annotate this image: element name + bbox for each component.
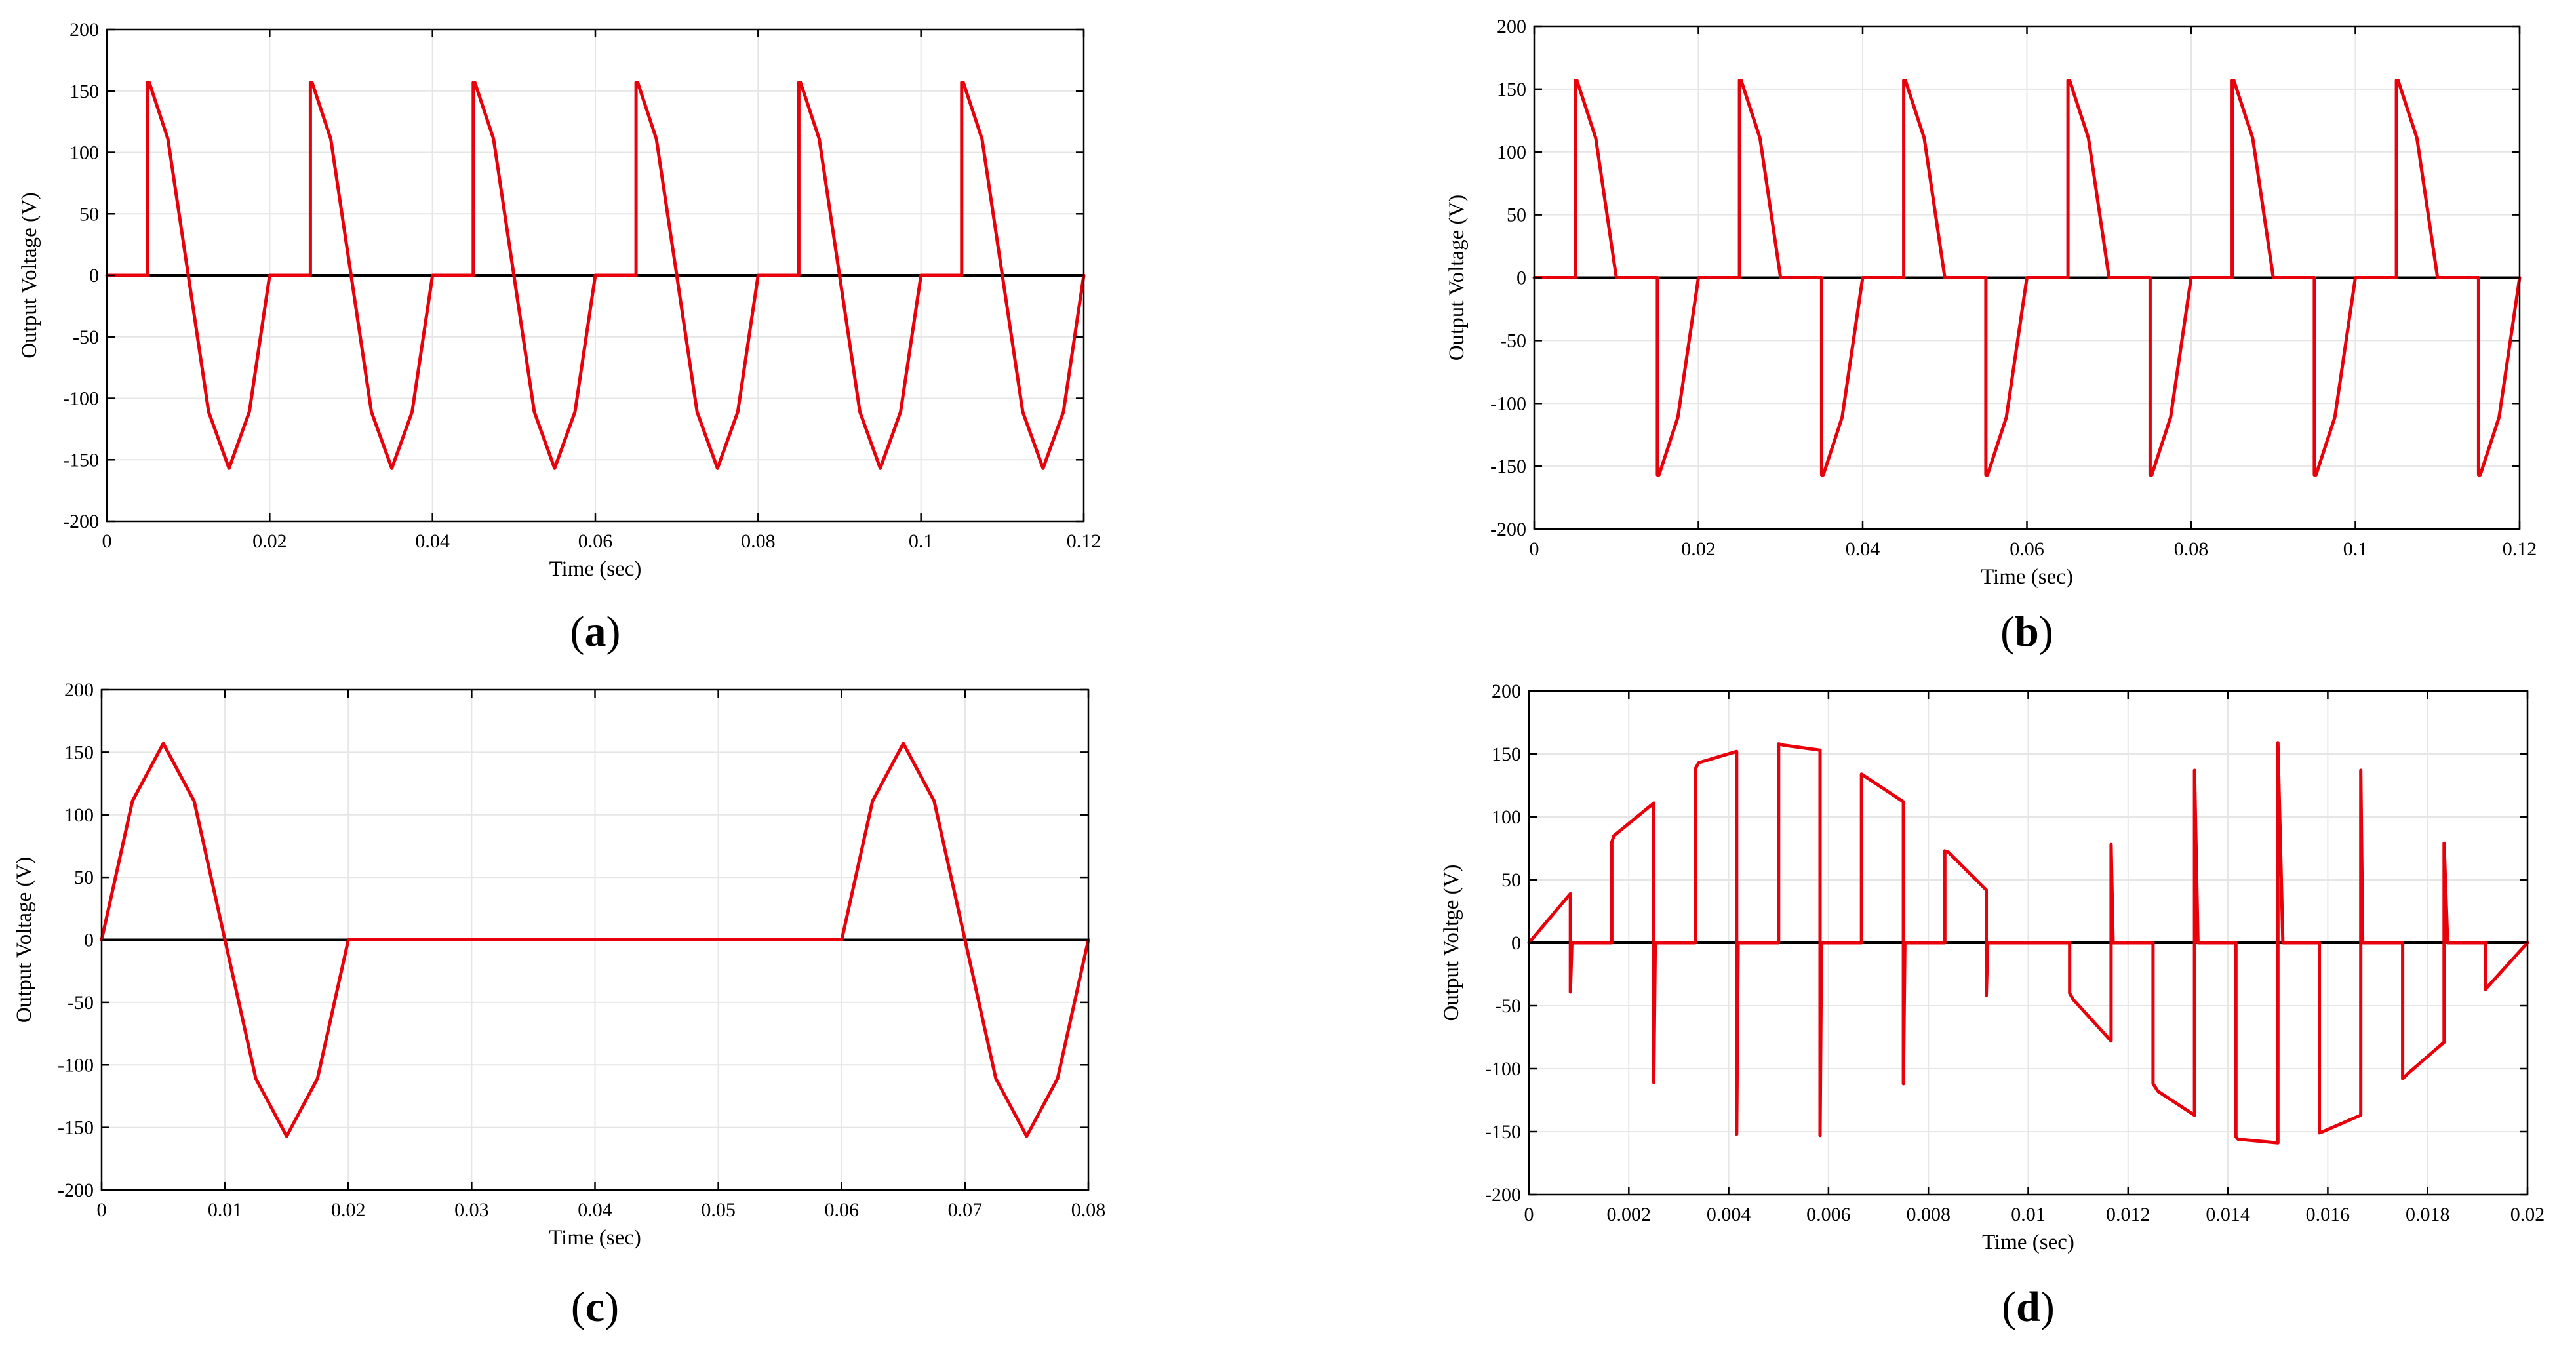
x-tick-label: 0.004 [1707,1204,1751,1225]
y-tick-label: 150 [64,742,94,763]
series-line-0 [1527,741,2529,1145]
y-tick-label: -150 [1490,456,1526,477]
x-tick-label: 0.12 [2503,538,2537,560]
x-tick-label: 0 [97,1199,107,1221]
y-tick-label: -200 [58,1179,94,1201]
panel-label: (c) [571,1283,619,1331]
y-tick-label: 50 [74,867,94,888]
y-tick-label: 0 [1511,932,1521,954]
x-tick-label: 0.1 [2343,538,2368,560]
chart-panel-a: 0 0.02 0.04 0.06 0.08 0.1 0.12 -200 -150 -100 -50 0… [18,19,1101,656]
x-tick-label: 0.002 [1607,1204,1652,1225]
x-tick-label: 0.04 [578,1199,612,1221]
y-tick-label: 200 [1492,681,1521,702]
chart-panel-d: 0 0.002 0.004 0.006 0.008 0.01 0.012 0.014 0.016… [1440,681,2545,1331]
x-tick-label: 0.02 [331,1199,366,1221]
y-tick-label: -200 [1485,1184,1521,1206]
y-tick-label: 200 [64,679,94,701]
y-tick-label: -150 [63,449,99,471]
panel-label: (d) [2002,1283,2055,1331]
x-axis-title: Time (sec) [1982,1231,2074,1254]
x-tick-label: 0.08 [741,530,776,552]
series-line-0 [1532,79,2522,477]
x-tick-label: 0.04 [1846,538,1880,560]
y-axis-title: Output Voltge (V) [1440,865,1463,1021]
x-tick-label: 0.02 [1681,538,1716,560]
y-tick-label: -100 [58,1054,94,1076]
y-tick-label: -100 [63,388,99,410]
x-tick-label: 0 [102,530,112,552]
y-tick-label: 200 [69,19,99,41]
x-tick-label: 0.08 [2174,538,2209,560]
y-tick-label: -150 [58,1117,94,1139]
y-tick-label: 150 [1497,79,1526,100]
x-tick-label: 0.1 [909,530,934,552]
y-tick-label: 100 [1492,806,1521,828]
y-axis-title: Output Voltage (V) [18,192,41,359]
y-tick-label: 100 [1497,142,1526,163]
y-tick-label: -50 [1500,330,1526,351]
x-axis-title: Time (sec) [1981,565,2073,589]
panel-label-letter: d [2016,1283,2040,1331]
y-axis-title: Output Voltage (V) [1445,195,1469,361]
x-tick-label: 0.02 [2510,1204,2545,1225]
x-tick-label: 0.03 [454,1199,489,1221]
y-tick-label: 0 [84,930,94,951]
x-tick-label: 0.006 [1806,1204,1851,1225]
x-axis-title: Time (sec) [549,1226,641,1250]
panel-label-letter: a [585,608,606,656]
x-tick-label: 0.018 [2406,1204,2450,1225]
x-tick-label: 0.07 [948,1199,983,1221]
y-tick-label: -100 [1485,1058,1521,1080]
y-tick-label: -100 [1490,393,1526,414]
y-tick-label: 200 [1497,16,1526,37]
panel-label-letter: c [585,1283,604,1331]
series-line-0 [100,742,1090,1138]
x-tick-label: 0.016 [2306,1204,2350,1225]
y-tick-label: 50 [79,203,99,225]
x-tick-label: 0 [1524,1204,1534,1225]
x-tick-label: 0.12 [1067,530,1101,552]
series-line-0 [105,81,1086,470]
panel-label-letter: b [2015,608,2039,656]
x-tick-label: 0.06 [825,1199,860,1221]
y-tick-label: -200 [63,511,99,532]
x-tick-label: 0.014 [2206,1204,2250,1225]
y-tick-label: 0 [89,265,99,287]
x-tick-label: 0.008 [1906,1204,1951,1225]
y-tick-label: 100 [64,804,94,826]
panel-label: (b) [2000,608,2053,656]
y-tick-label: -150 [1485,1121,1521,1143]
chart-panel-c: 0 0.01 0.02 0.03 0.04 0.05 0.06 0.07 0.08 -200 -15… [12,679,1105,1331]
y-tick-label: -200 [1490,519,1526,540]
y-tick-label: -50 [73,327,99,348]
x-tick-label: 0.01 [208,1199,243,1221]
x-tick-label: 0.012 [2106,1204,2150,1225]
x-axis-title: Time (sec) [549,557,642,581]
x-tick-label: 0.02 [252,530,287,552]
x-tick-label: 0.06 [578,530,613,552]
y-tick-label: 150 [69,81,99,102]
y-tick-label: 50 [1507,205,1526,226]
x-tick-label: 0 [1530,538,1539,560]
x-tick-label: 0.04 [415,530,450,552]
x-tick-label: 0.01 [2011,1204,2046,1225]
x-tick-label: 0.06 [2010,538,2044,560]
x-tick-label: 0.08 [1071,1199,1106,1221]
chart-panel-b: 0 0.02 0.04 0.06 0.08 0.1 0.12 -200 -150 -100 -50 0… [1445,16,2537,656]
y-tick-label: 150 [1492,743,1521,765]
y-tick-label: 50 [1501,869,1521,891]
y-tick-label: 0 [1516,267,1526,289]
y-tick-label: -50 [1495,995,1521,1017]
y-tick-label: -50 [68,992,94,1014]
panel-label: (a) [570,608,621,656]
y-tick-label: 100 [69,142,99,164]
y-axis-title: Output Voltage (V) [12,857,36,1023]
x-tick-label: 0.05 [701,1199,736,1221]
